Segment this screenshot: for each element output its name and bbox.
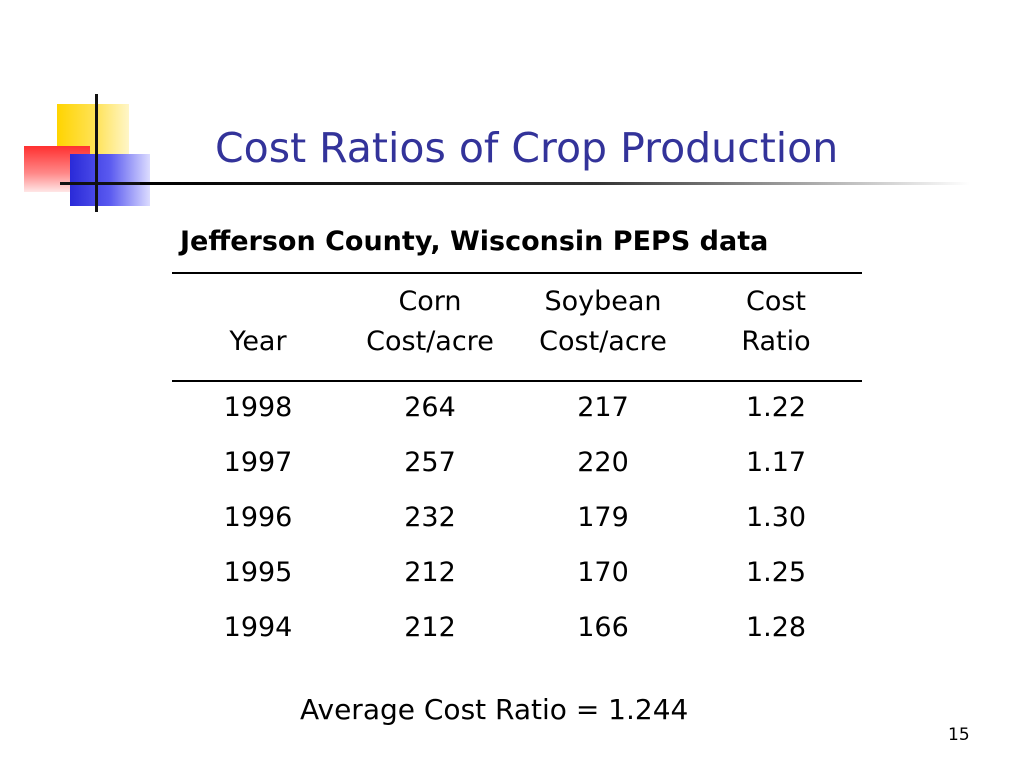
- table-header-rule: [172, 380, 862, 382]
- page-number: 15: [948, 725, 970, 745]
- cell-corn-cost: 264: [404, 392, 456, 423]
- table-row: 1996 232 179 1.30: [0, 498, 1024, 553]
- table-top-rule: [172, 272, 862, 274]
- cell-year: 1997: [223, 447, 293, 478]
- slide-decoration-logo: [0, 0, 200, 220]
- header-soybean-cost: Soybean Cost/acre: [539, 286, 667, 357]
- table-row: 1998 264 217 1.22: [0, 388, 1024, 443]
- table-title: Jefferson County, Wisconsin PEPS data: [180, 226, 769, 257]
- cell-soybean-cost: 179: [577, 502, 629, 533]
- cell-year: 1995: [223, 557, 293, 588]
- slide-title: Cost Ratios of Crop Production: [215, 124, 839, 172]
- cell-cost-ratio: 1.28: [745, 612, 807, 643]
- vertical-line-decoration: [95, 94, 98, 212]
- cell-corn-cost: 212: [404, 557, 456, 588]
- cell-cost-ratio: 1.17: [745, 447, 807, 478]
- cell-cost-ratio: 1.30: [745, 502, 807, 533]
- header-corn-cost: Corn Cost/acre: [366, 286, 494, 357]
- cell-year: 1998: [223, 392, 293, 423]
- cell-soybean-cost: 170: [577, 557, 629, 588]
- horizontal-line-decoration: [60, 182, 150, 185]
- title-underline: [140, 182, 970, 185]
- cell-cost-ratio: 1.25: [745, 557, 807, 588]
- cell-year: 1996: [223, 502, 293, 533]
- blue-square-decoration: [70, 154, 150, 206]
- table-row: 1995 212 170 1.25: [0, 553, 1024, 608]
- header-cost-ratio: Cost Ratio: [741, 286, 811, 357]
- table-body: 1998 264 217 1.22 1997 257 220 1.17 1996…: [0, 388, 1024, 663]
- cell-soybean-cost: 217: [577, 392, 629, 423]
- header-year: Year: [229, 326, 287, 357]
- cell-year: 1994: [223, 612, 293, 643]
- cell-corn-cost: 212: [404, 612, 456, 643]
- cell-soybean-cost: 166: [577, 612, 629, 643]
- cell-corn-cost: 257: [404, 447, 456, 478]
- table-row: 1997 257 220 1.17: [0, 443, 1024, 498]
- cell-cost-ratio: 1.22: [745, 392, 807, 423]
- cell-corn-cost: 232: [404, 502, 456, 533]
- cell-soybean-cost: 220: [577, 447, 629, 478]
- table-row: 1994 212 166 1.28: [0, 608, 1024, 663]
- average-cost-ratio: Average Cost Ratio = 1.244: [300, 693, 689, 726]
